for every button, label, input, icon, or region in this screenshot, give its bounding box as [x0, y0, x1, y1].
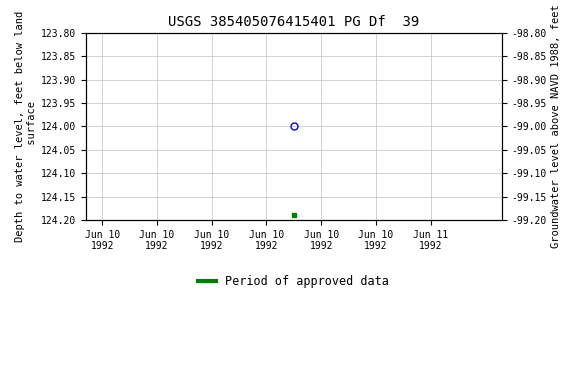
Y-axis label: Depth to water level, feet below land
 surface: Depth to water level, feet below land su…: [15, 11, 37, 242]
Title: USGS 385405076415401 PG Df  39: USGS 385405076415401 PG Df 39: [168, 15, 419, 29]
Y-axis label: Groundwater level above NAVD 1988, feet: Groundwater level above NAVD 1988, feet: [551, 5, 561, 248]
Legend: Period of approved data: Period of approved data: [194, 270, 394, 293]
